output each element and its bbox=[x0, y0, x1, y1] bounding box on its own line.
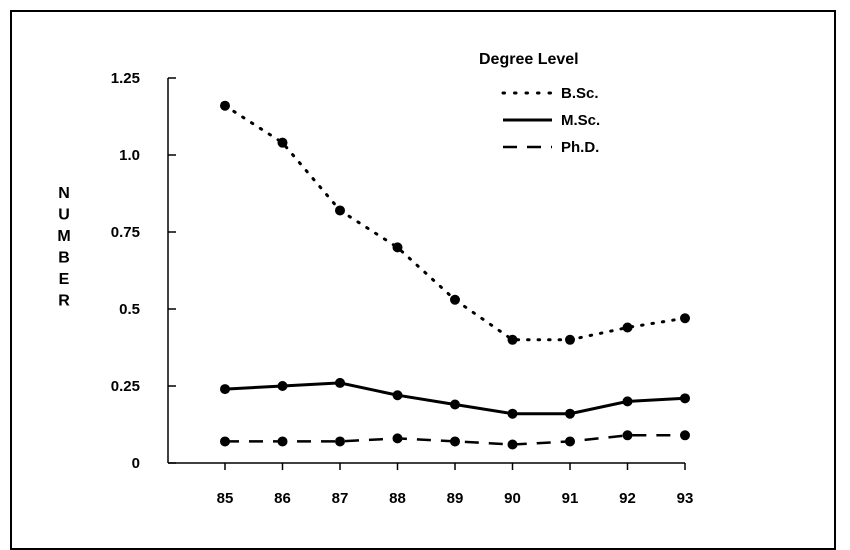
x-tick-label: 91 bbox=[562, 490, 579, 507]
data-point bbox=[680, 393, 690, 404]
legend: Degree Level B.Sc. M.Sc. Ph.D. bbox=[479, 51, 600, 156]
legend-label: B.Sc. bbox=[561, 85, 599, 102]
series-group bbox=[220, 100, 690, 450]
data-point bbox=[392, 433, 403, 444]
x-tick-label: 89 bbox=[447, 490, 464, 507]
data-point bbox=[680, 313, 690, 324]
y-tick-label: 1.0 bbox=[119, 147, 140, 164]
y-tick-label: 1.25 bbox=[111, 70, 140, 87]
series-bsc bbox=[220, 100, 690, 345]
y-tick-label: 0.75 bbox=[111, 224, 140, 241]
y-tick-label: 0 bbox=[132, 455, 140, 472]
legend-label: Ph.D. bbox=[561, 139, 599, 156]
x-tick-label: 92 bbox=[619, 490, 636, 507]
x-tick-label: 88 bbox=[389, 490, 406, 507]
x-tick-label: 90 bbox=[504, 490, 521, 507]
series-msc bbox=[220, 377, 690, 419]
data-point bbox=[220, 436, 230, 447]
y-ticks: 0 0.25 0.5 0.75 1.0 1.25 bbox=[111, 70, 176, 472]
data-point bbox=[507, 439, 518, 450]
series-phd bbox=[220, 430, 690, 450]
data-point bbox=[220, 100, 230, 111]
data-point bbox=[622, 430, 633, 441]
y-axis-label-letter: N bbox=[58, 185, 70, 202]
data-point bbox=[680, 430, 690, 441]
y-tick-label: 0.25 bbox=[111, 378, 140, 395]
data-point bbox=[392, 390, 403, 401]
x-tick-label: 86 bbox=[274, 490, 291, 507]
x-ticks: 85 86 87 88 89 90 91 92 93 bbox=[217, 463, 694, 507]
series-line bbox=[225, 434, 685, 446]
y-axis-label-letter: U bbox=[58, 207, 70, 224]
data-point bbox=[565, 408, 575, 419]
data-point bbox=[335, 377, 345, 388]
data-point bbox=[220, 384, 230, 395]
y-axis-label-letter: B bbox=[58, 250, 70, 267]
legend-label: M.Sc. bbox=[561, 112, 600, 129]
y-axis-label-letter: M bbox=[57, 228, 70, 245]
data-point bbox=[450, 294, 460, 305]
data-point bbox=[277, 381, 288, 391]
data-point bbox=[622, 396, 633, 407]
y-axis-label-letter: R bbox=[58, 293, 70, 310]
data-point bbox=[622, 322, 633, 333]
data-point bbox=[507, 334, 518, 345]
x-tick-label: 87 bbox=[332, 490, 349, 507]
y-axis-label-letter: E bbox=[59, 271, 70, 288]
data-point bbox=[277, 436, 288, 447]
data-point bbox=[565, 334, 575, 345]
data-point bbox=[335, 436, 345, 447]
data-point bbox=[277, 137, 288, 148]
x-tick-label: 85 bbox=[217, 490, 234, 507]
data-point bbox=[450, 436, 460, 447]
x-tick-label: 93 bbox=[677, 490, 694, 507]
data-point bbox=[450, 399, 460, 410]
y-tick-label: 0.5 bbox=[119, 301, 140, 318]
data-point bbox=[335, 205, 345, 216]
data-point bbox=[392, 242, 403, 253]
data-point bbox=[507, 408, 518, 419]
data-point bbox=[565, 436, 575, 447]
legend-title: Degree Level bbox=[479, 51, 579, 68]
